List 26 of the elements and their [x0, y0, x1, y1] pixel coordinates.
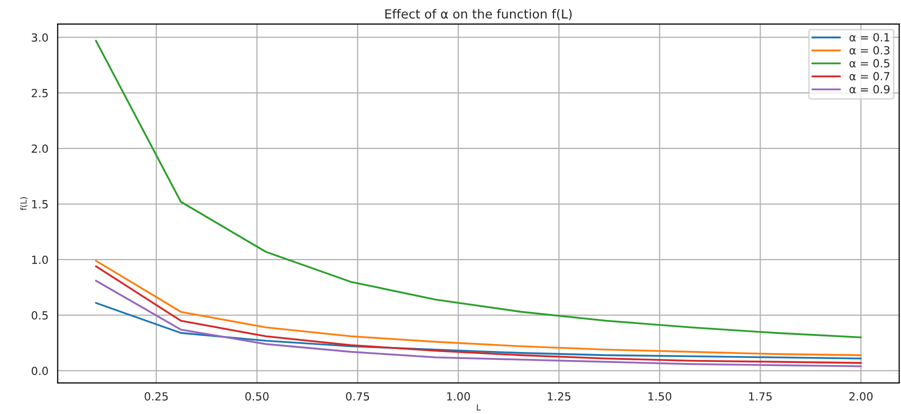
y-tick-label: 0.5	[32, 311, 48, 320]
x-axis-title: L	[476, 404, 481, 410]
line-series	[95, 302, 862, 360]
y-tick-label: 3.0	[32, 33, 48, 42]
x-tick-label: 1.75	[749, 392, 772, 401]
y-tick-label: 2.0	[32, 144, 48, 153]
legend-label: α = 0.1	[850, 33, 890, 42]
chart-title: Effect of α on the function f(L)	[385, 8, 572, 20]
legend-label: α = 0.9	[850, 85, 890, 94]
x-tick-label: 1.25	[548, 392, 570, 401]
y-tick-label: 0.0	[32, 366, 48, 376]
legend-label: α = 0.7	[850, 72, 890, 80]
x-tick-label: 0.50	[245, 392, 269, 401]
y-axis-title: f(L)	[20, 197, 28, 210]
x-tick-label: 2.00	[849, 392, 873, 401]
x-tick-label: 1.00	[447, 392, 470, 401]
legend-label: α = 0.3	[850, 46, 890, 54]
x-tick-label: 0.75	[346, 392, 370, 401]
x-tick-label: 0.25	[144, 392, 168, 401]
x-tick-label: 1.50	[648, 392, 672, 401]
y-tick-label: 2.5	[32, 88, 48, 98]
y-tick-label: 1.0	[32, 256, 48, 264]
line-series	[95, 280, 862, 368]
legend-label: α = 0.5	[850, 59, 890, 68]
y-tick-label: 1.5	[32, 200, 48, 208]
line-series	[95, 40, 862, 338]
